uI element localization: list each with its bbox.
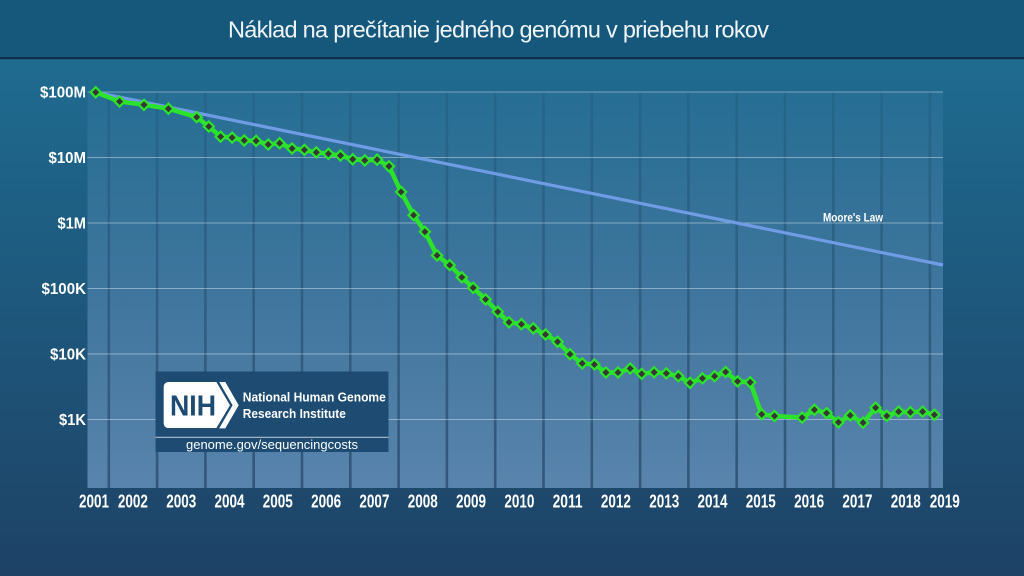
svg-text:$1K: $1K — [59, 412, 86, 429]
svg-text:2007: 2007 — [359, 491, 389, 512]
svg-text:$1M: $1M — [58, 216, 87, 233]
svg-text:$10M: $10M — [49, 150, 87, 167]
svg-text:2011: 2011 — [553, 491, 583, 512]
svg-text:2001: 2001 — [79, 491, 109, 512]
svg-text:2016: 2016 — [794, 491, 824, 512]
svg-text:2009: 2009 — [456, 491, 486, 512]
svg-text:2013: 2013 — [649, 491, 679, 512]
svg-text:2003: 2003 — [166, 491, 196, 512]
svg-text:Research Institute: Research Institute — [243, 406, 346, 421]
svg-text:2008: 2008 — [408, 491, 438, 512]
svg-text:2014: 2014 — [698, 491, 729, 512]
svg-text:Moore's Law: Moore's Law — [823, 213, 883, 225]
svg-text:2002: 2002 — [118, 491, 148, 512]
svg-text:2019: 2019 — [930, 491, 960, 512]
svg-text:$100K: $100K — [42, 281, 87, 298]
svg-text:National Human Genome: National Human Genome — [243, 390, 386, 405]
svg-text:$100M: $100M — [40, 85, 86, 102]
svg-text:genome.gov/sequencingcosts: genome.gov/sequencingcosts — [186, 437, 359, 452]
svg-text:NIH: NIH — [170, 391, 216, 423]
svg-text:$10K: $10K — [50, 347, 86, 364]
svg-text:2018: 2018 — [891, 491, 921, 512]
svg-text:2005: 2005 — [263, 491, 293, 512]
svg-text:2017: 2017 — [842, 491, 872, 512]
svg-text:2010: 2010 — [504, 491, 534, 512]
svg-text:2012: 2012 — [601, 491, 631, 512]
svg-text:2015: 2015 — [746, 491, 776, 512]
svg-text:2006: 2006 — [311, 491, 341, 512]
svg-text:2004: 2004 — [215, 491, 246, 512]
svg-text:Náklad na prečítanie jedného g: Náklad na prečítanie jedného genómu v pr… — [228, 17, 769, 43]
